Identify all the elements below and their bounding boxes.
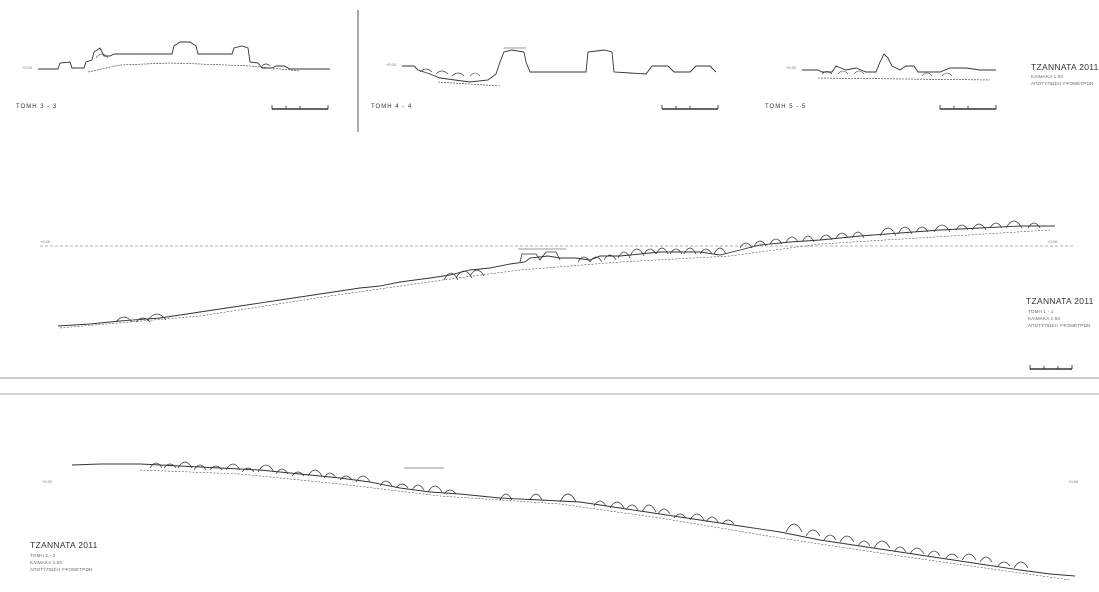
scale-bar-1-1: [1029, 365, 1073, 370]
section-3-3-profile: [38, 41, 330, 73]
title-bottom: TZANNATA 2011: [30, 540, 98, 550]
section-1-1-profile: [57, 220, 1055, 329]
title-middle-line1: ΤΟΜΗ 1 - 1: [1028, 309, 1054, 314]
title-middle-line2: ΚΛΙΜΑΚΑ 1:50: [1028, 316, 1061, 321]
scale-bar-4-4: [661, 105, 719, 110]
level-marker-top-2: +0.00: [386, 62, 397, 67]
title-bottom-line2: ΚΛΙΜΑΚΑ 1:50: [30, 560, 63, 565]
section-label-4-4: ΤΟΜΗ 4 - 4: [371, 104, 413, 110]
level-marker-mid-right: +0.00: [1047, 239, 1058, 244]
scale-bar-5-5: [939, 105, 997, 110]
level-marker-mid-left: +0.00: [40, 239, 51, 244]
section-label-5-5: ΤΟΜΗ 5 - 5: [765, 104, 807, 110]
section-2-2-profile: [71, 461, 1076, 581]
section-4-4-profile: [402, 47, 717, 87]
title-top-line1: ΚΛΙΜΑΚΑ 1:50: [1031, 74, 1064, 79]
level-marker-bot-left: +0.00: [42, 479, 53, 484]
level-marker-top-3: +0.00: [786, 65, 797, 70]
title-top-line2: ΑΠΟΤΥΠΩΣΗ ΥΨΟΜΕΤΡΩΝ: [1031, 81, 1094, 86]
section-5-5-profile: [802, 53, 996, 81]
title-middle-line3: ΑΠΟΤΥΠΩΣΗ ΥΨΟΜΕΤΡΩΝ: [1028, 323, 1091, 328]
title-middle: TZANNATA 2011: [1026, 296, 1094, 306]
scale-bar-3-3: [271, 105, 329, 110]
title-bottom-line1: ΤΟΜΗ 2 - 2: [30, 553, 56, 558]
level-marker-top-1: +0.00: [22, 65, 33, 70]
title-bottom-line3: ΑΠΟΤΥΠΩΣΗ ΥΨΟΜΕΤΡΩΝ: [30, 567, 93, 572]
section-label-3-3: ΤΟΜΗ 3 - 3: [16, 104, 58, 110]
level-marker-bot-right: +0.00: [1068, 479, 1079, 484]
title-top: TZANNATA 2011: [1031, 62, 1099, 72]
